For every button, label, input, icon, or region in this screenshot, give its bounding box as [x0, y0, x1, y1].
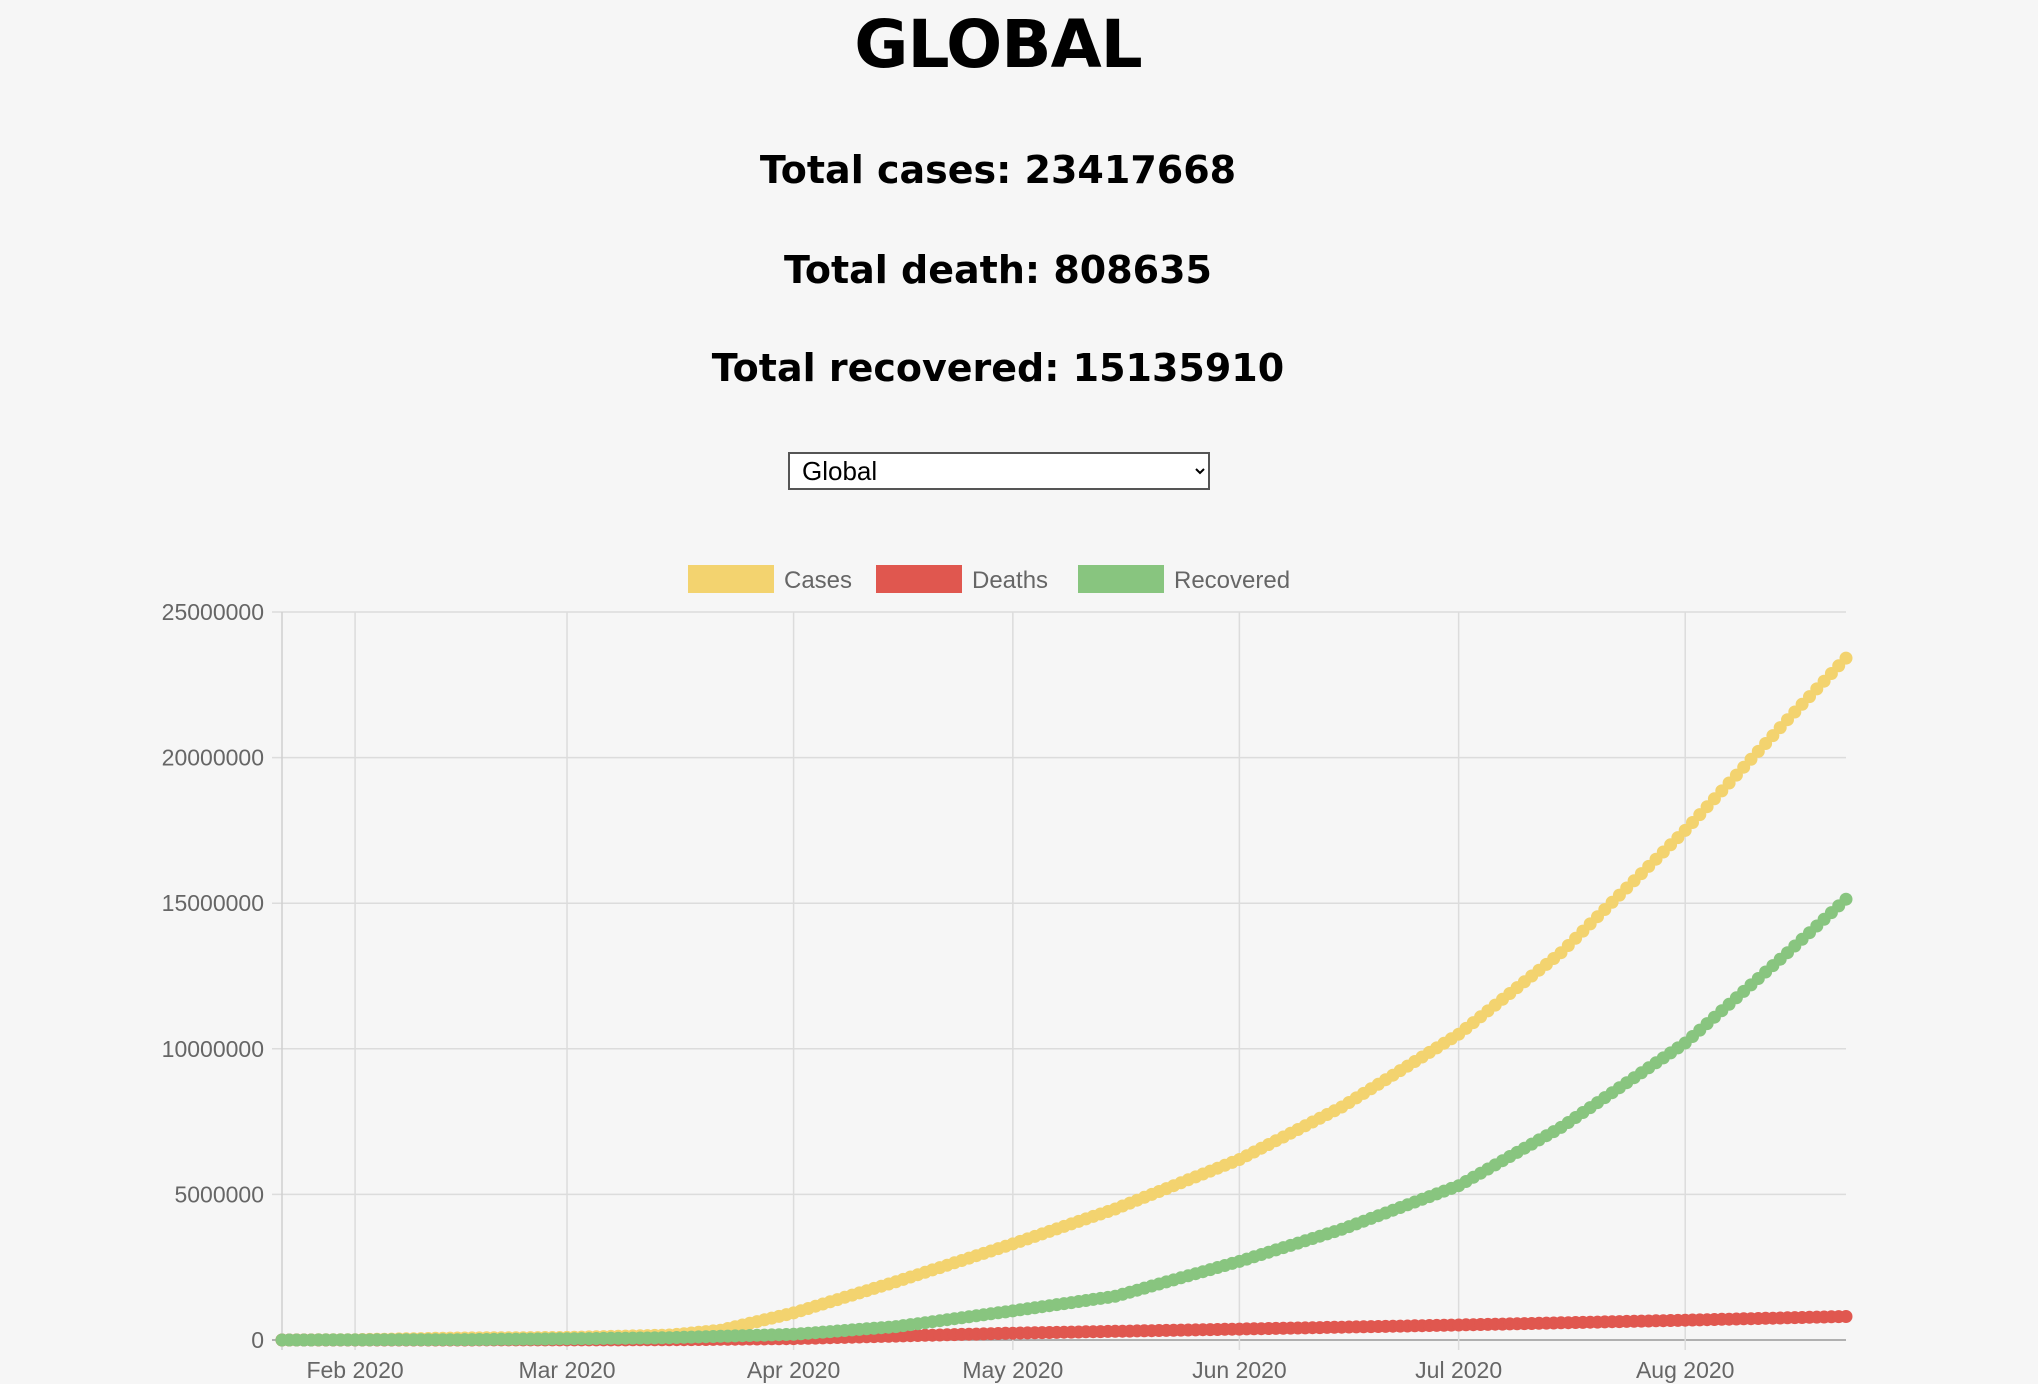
- series-recovered: [275, 892, 1853, 1347]
- chart-series: [275, 651, 1853, 1347]
- series-line: [282, 897, 1848, 1342]
- legend-label: Cases: [784, 567, 852, 594]
- chart-axes: 0 5000000 10000000 15000000 20000000 25000000…: [162, 599, 1735, 1383]
- region-select[interactable]: Global: [788, 452, 1210, 490]
- x-tick-label: May 2020: [962, 1357, 1063, 1383]
- y-tick-label: 25000000: [162, 599, 264, 625]
- x-tick-label: Apr 2020: [747, 1357, 840, 1383]
- y-tick-label: 0: [251, 1327, 264, 1353]
- y-tick-label: 15000000: [162, 890, 264, 916]
- x-tick-label: Jun 2020: [1192, 1357, 1287, 1383]
- line-chart: 0 5000000 10000000 15000000 20000000 25000000…: [162, 565, 1853, 1383]
- legend-swatch: [1078, 565, 1164, 593]
- chart-legend: Cases Deaths Recovered: [688, 565, 1290, 594]
- total-recovered-stat: Total recovered: 15135910: [711, 346, 1285, 390]
- legend-swatch: [688, 565, 774, 593]
- x-tick-label: Jul 2020: [1415, 1357, 1502, 1383]
- x-tick-label: Feb 2020: [306, 1357, 403, 1383]
- series-line: [282, 656, 1848, 1342]
- total-cases-stat: Total cases: 23417668: [759, 148, 1237, 192]
- legend-label: Recovered: [1174, 567, 1290, 594]
- series-cases: [275, 651, 1853, 1347]
- page-title: GLOBAL: [854, 6, 1142, 83]
- data-point: [1839, 651, 1853, 665]
- y-tick-label: 10000000: [162, 1036, 264, 1062]
- chart-grid: [272, 611, 1846, 1350]
- legend-item-deaths: Deaths: [876, 565, 1048, 594]
- y-tick-label: 5000000: [174, 1181, 264, 1207]
- y-tick-label: 20000000: [162, 745, 264, 771]
- total-deaths-stat: Total death: 808635: [784, 248, 1212, 292]
- x-tick-label: Mar 2020: [518, 1357, 615, 1383]
- legend-item-recovered: Recovered: [1078, 565, 1290, 594]
- legend-swatch: [876, 565, 962, 593]
- data-point: [1839, 1310, 1853, 1323]
- x-tick-label: Aug 2020: [1636, 1357, 1734, 1383]
- data-point: [1839, 892, 1853, 906]
- legend-item-cases: Cases: [688, 565, 852, 594]
- legend-label: Deaths: [972, 567, 1048, 594]
